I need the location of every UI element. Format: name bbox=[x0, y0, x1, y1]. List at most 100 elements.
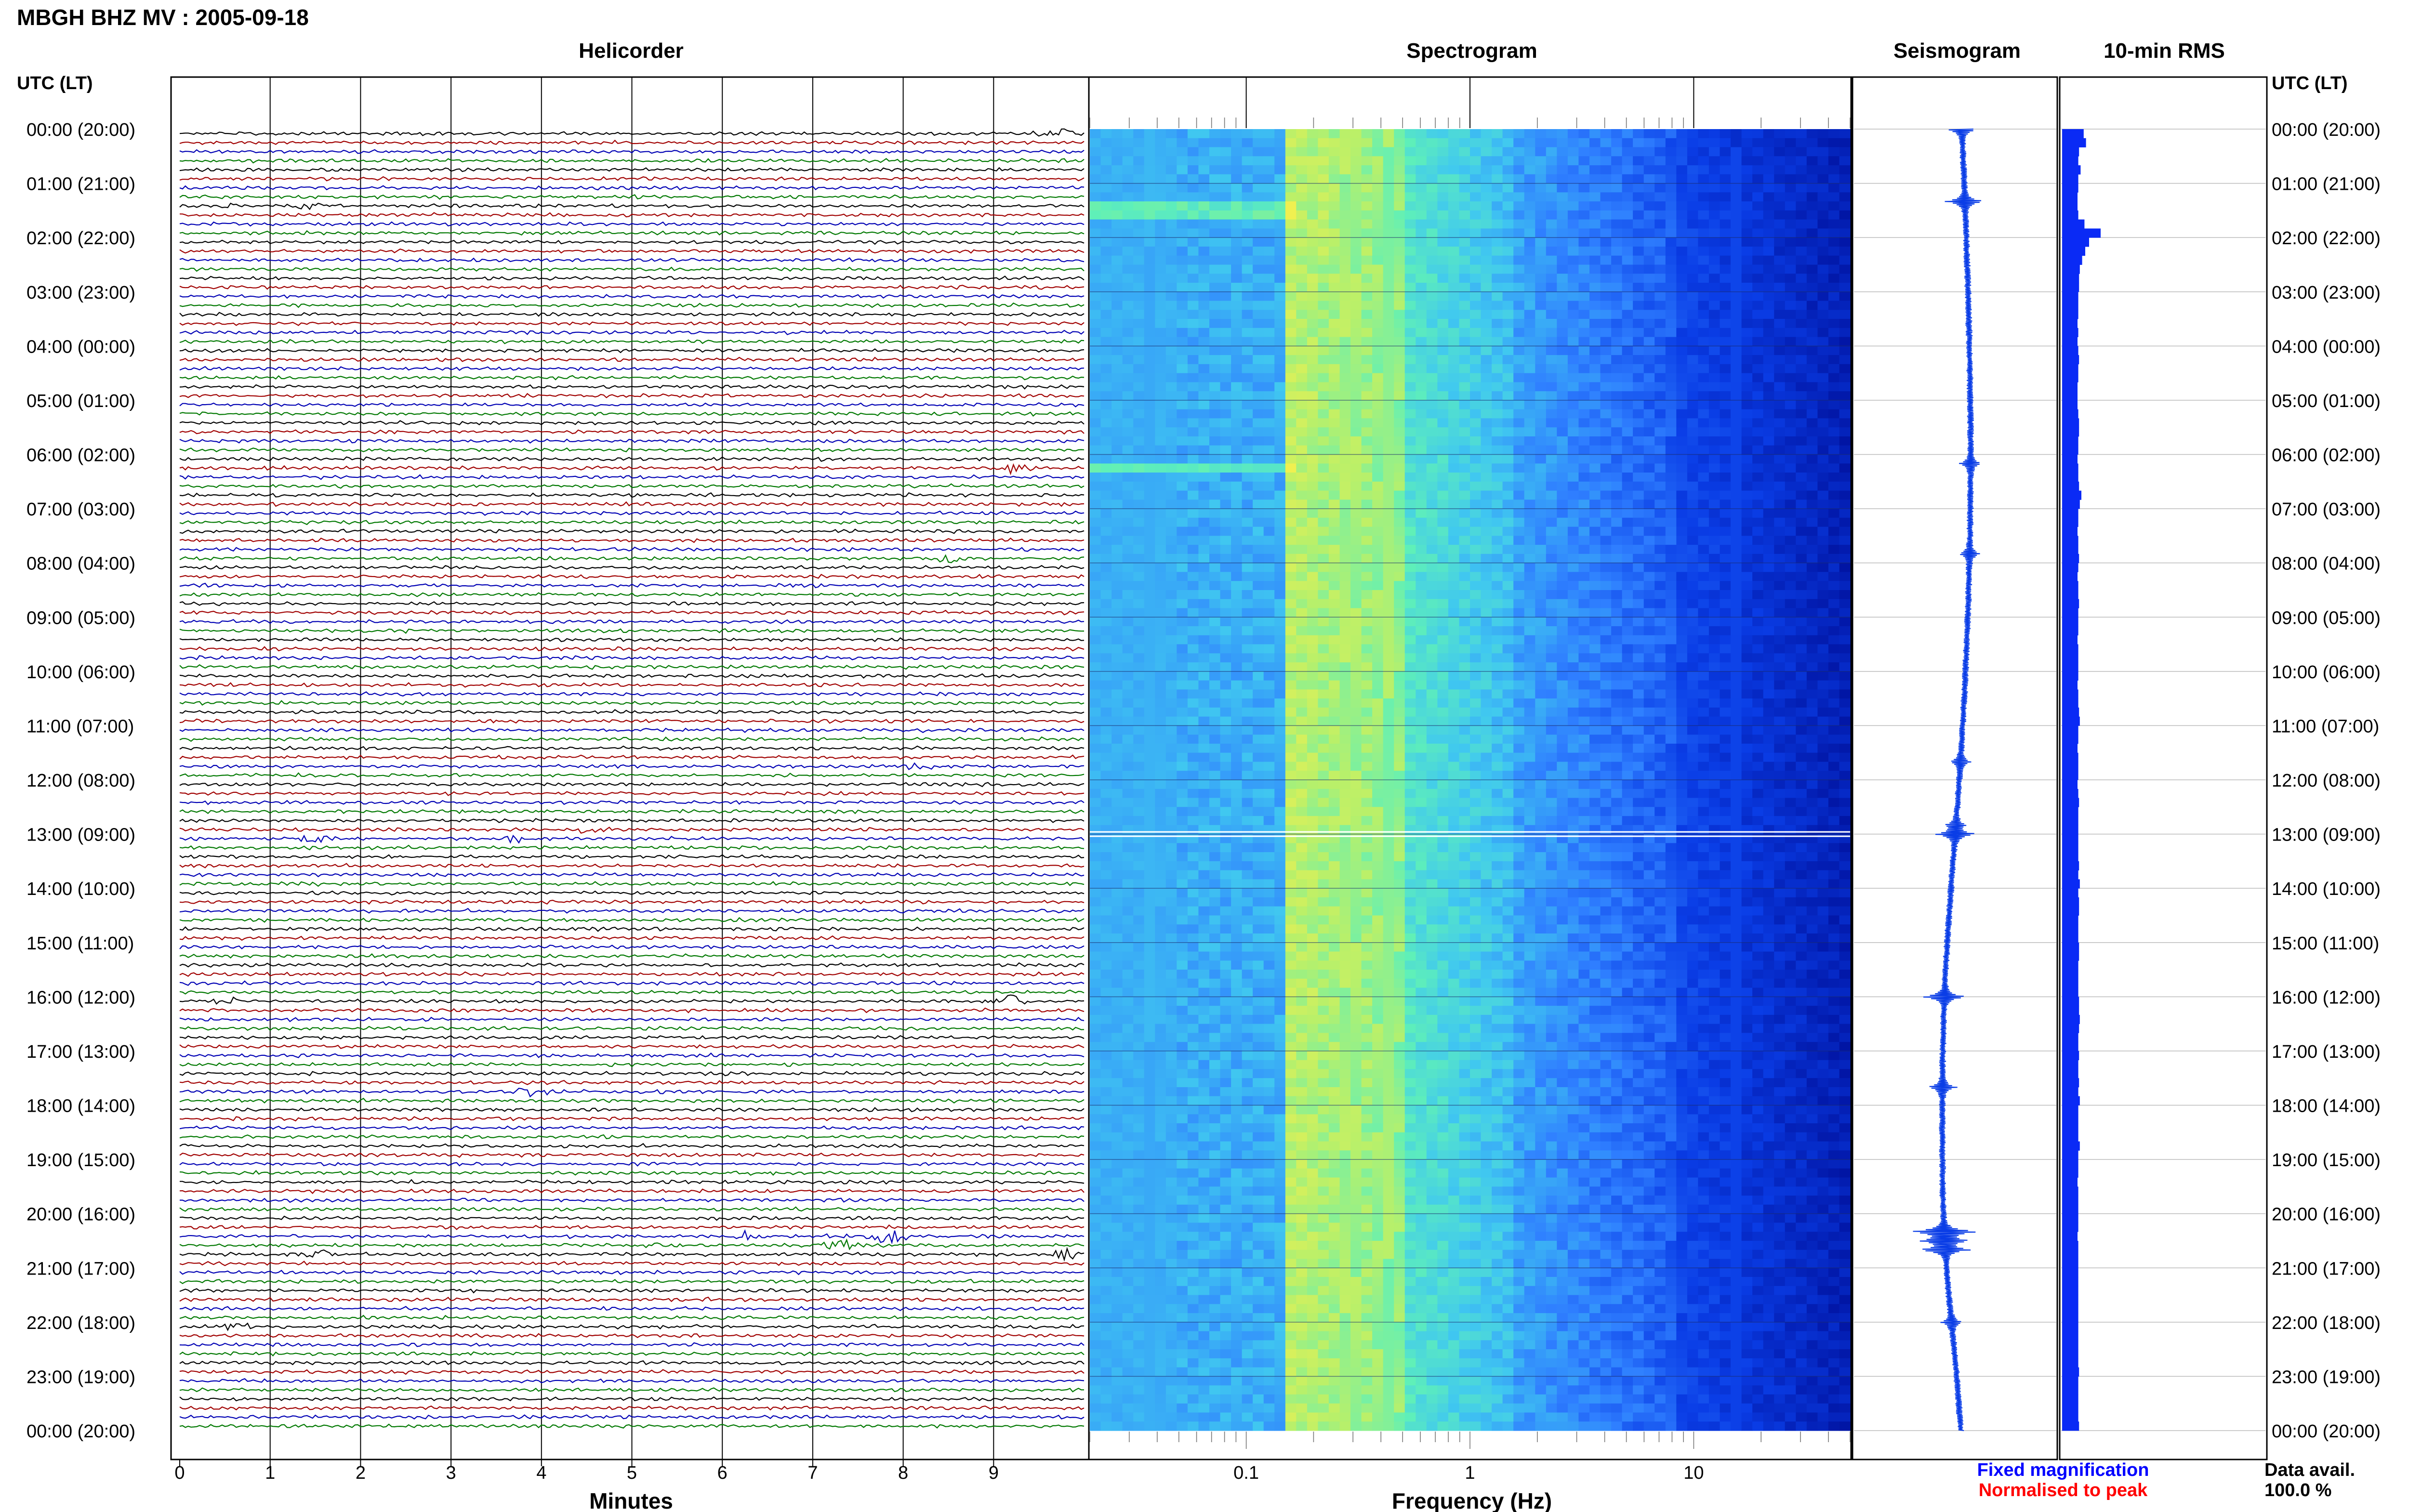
helicorder-trace bbox=[179, 727, 1085, 733]
spectrogram-cell bbox=[1513, 572, 1525, 581]
spectrogram-cell bbox=[1263, 545, 1275, 554]
spectrogram-cell bbox=[1698, 473, 1709, 482]
spectrogram-cell bbox=[1774, 509, 1786, 518]
spectrogram-cell bbox=[1090, 572, 1101, 581]
spectrogram-cell bbox=[1296, 156, 1308, 166]
spectrogram-cell bbox=[1817, 536, 1829, 545]
spectrogram-cell bbox=[1155, 165, 1166, 175]
spectrogram-cell bbox=[1187, 662, 1199, 672]
helicorder-trace bbox=[179, 980, 1085, 986]
spectrogram-cell bbox=[1600, 509, 1612, 518]
spectrogram-cell bbox=[1220, 129, 1231, 139]
spectrogram-cell bbox=[1307, 599, 1318, 609]
spectrogram-cell bbox=[1448, 355, 1459, 365]
spectrogram-cell bbox=[1752, 346, 1764, 355]
spectrogram-cell bbox=[1459, 553, 1470, 564]
spectrogram-cell bbox=[1600, 463, 1612, 473]
spectrogram-cell bbox=[1100, 219, 1112, 229]
spectrogram-cell bbox=[1187, 409, 1199, 419]
spectrogram-cell bbox=[1557, 138, 1568, 148]
spectrogram-cell bbox=[1611, 481, 1623, 491]
spectrogram-cell bbox=[1448, 490, 1459, 500]
spectrogram-cell bbox=[1437, 192, 1449, 202]
spectrogram-cell bbox=[1470, 445, 1482, 455]
spectrogram-cell bbox=[1198, 635, 1210, 645]
spectrogram-cell bbox=[1209, 183, 1221, 193]
spectrogram-cell bbox=[1839, 608, 1851, 618]
spectrogram-cell bbox=[1404, 563, 1416, 573]
spectrogram-cell bbox=[1655, 210, 1666, 220]
spectrogram-cell bbox=[1361, 210, 1373, 220]
spectrogram-cell bbox=[1796, 526, 1807, 536]
spectrogram-cell bbox=[1122, 355, 1134, 365]
spectrogram-cell bbox=[1470, 391, 1482, 401]
spectrogram-cell bbox=[1318, 735, 1329, 744]
spectrogram-cell bbox=[1263, 174, 1275, 184]
spectrogram-cell bbox=[1546, 526, 1557, 536]
spectrogram-cell bbox=[1698, 129, 1709, 139]
spectrogram-cell bbox=[1350, 590, 1362, 600]
spectrogram-cell bbox=[1296, 463, 1308, 473]
spectrogram-cell bbox=[1155, 364, 1166, 374]
spectrogram-cell bbox=[1220, 481, 1231, 491]
spectrogram-cell bbox=[1448, 346, 1459, 355]
spectrogram-cell bbox=[1622, 246, 1633, 256]
spectrogram-cell bbox=[1459, 635, 1470, 645]
spectrogram-cell bbox=[1665, 689, 1677, 699]
spectrogram-cell bbox=[1481, 725, 1492, 735]
spectrogram-cell bbox=[1339, 545, 1351, 554]
helicorder-trace bbox=[179, 275, 1085, 281]
spectrogram-cell bbox=[1774, 689, 1786, 699]
spectrogram-cell bbox=[1448, 644, 1459, 654]
spectrogram-cell bbox=[1112, 698, 1123, 708]
spectrogram-cell bbox=[1731, 517, 1742, 527]
spectrogram-cell bbox=[1622, 165, 1633, 175]
spectrogram-cell bbox=[1328, 436, 1340, 446]
spectrogram-cell bbox=[1090, 599, 1101, 609]
spectrogram-cell bbox=[1567, 337, 1579, 346]
spectrogram-cell bbox=[1470, 147, 1482, 157]
spectrogram-cell bbox=[1665, 373, 1677, 382]
spectrogram-cell bbox=[1112, 644, 1123, 654]
spectrogram-cell bbox=[1492, 310, 1503, 319]
spectrogram-cell bbox=[1112, 500, 1123, 509]
spectrogram-cell bbox=[1285, 129, 1297, 139]
spectrogram-cell bbox=[1557, 563, 1568, 573]
spectrogram-cell bbox=[1133, 129, 1145, 139]
spectrogram-cell bbox=[1394, 364, 1405, 374]
spectrogram-cell bbox=[1318, 219, 1329, 229]
helicorder-trace bbox=[179, 266, 1085, 272]
spectrogram-cell bbox=[1459, 310, 1470, 319]
spectrogram-cell bbox=[1220, 509, 1231, 518]
helicorder-trace bbox=[179, 1351, 1085, 1357]
spectrogram-cell bbox=[1633, 373, 1644, 382]
spectrogram-cell bbox=[1155, 617, 1166, 627]
spectrogram-cell bbox=[1274, 129, 1286, 139]
spectrogram-cell bbox=[1220, 725, 1231, 735]
spectrogram-cell bbox=[1165, 427, 1177, 437]
spectrogram-cell bbox=[1187, 463, 1199, 473]
spectrogram-cell bbox=[1687, 517, 1698, 527]
spectrogram-cell bbox=[1372, 400, 1384, 410]
spectrogram-cell bbox=[1253, 391, 1264, 401]
spectrogram-cell bbox=[1328, 735, 1340, 744]
spectrogram-cell bbox=[1350, 373, 1362, 382]
spectrogram-cell bbox=[1774, 490, 1786, 500]
spectrogram-cell bbox=[1350, 400, 1362, 410]
spectrogram-cell bbox=[1817, 156, 1829, 166]
spectrogram-cell bbox=[1600, 473, 1612, 482]
spectrogram-cell bbox=[1220, 219, 1231, 229]
spectrogram-cell bbox=[1416, 255, 1427, 265]
spectrogram-cell bbox=[1328, 192, 1340, 202]
spectrogram-cell bbox=[1546, 174, 1557, 184]
spectrogram-cell bbox=[1187, 346, 1199, 355]
spectrogram-cell bbox=[1285, 301, 1297, 310]
spectrogram-cell bbox=[1144, 210, 1155, 220]
spectrogram-cell bbox=[1687, 228, 1698, 238]
spectrogram-cell bbox=[1307, 310, 1318, 319]
spectrogram-cell bbox=[1437, 156, 1449, 166]
spectrogram-cell bbox=[1318, 274, 1329, 283]
spectrogram-cell bbox=[1155, 635, 1166, 645]
spectrogram-cell bbox=[1177, 490, 1188, 500]
spectrogram-cell bbox=[1165, 662, 1177, 672]
